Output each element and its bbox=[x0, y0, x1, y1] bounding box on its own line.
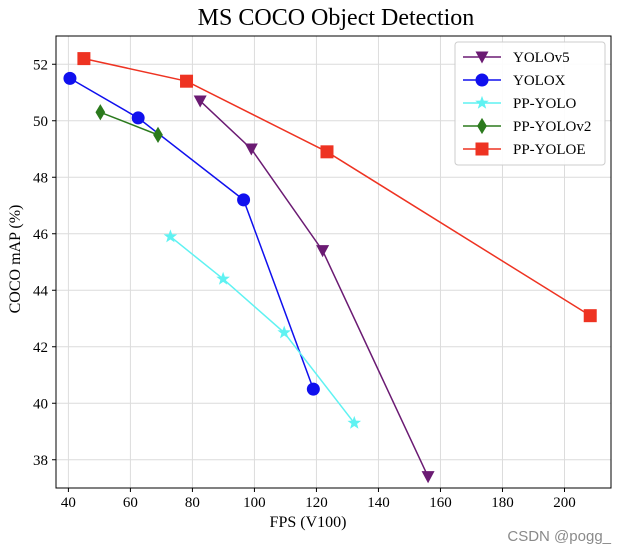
data-point-pp-yolov2 bbox=[153, 126, 163, 143]
data-point-yolov5 bbox=[316, 245, 330, 258]
data-point-pp-yolo bbox=[347, 415, 362, 429]
axis-ticks: 40 60 80 100 120 140 160 180 200 38 40 42 44 46 48 50 52 bbox=[33, 57, 576, 511]
data-point-yolov5 bbox=[244, 143, 258, 156]
series-line-yolov5 bbox=[199, 100, 429, 478]
series-lines bbox=[69, 57, 591, 478]
series-line-pp-yolo bbox=[169, 235, 355, 424]
x-tick-label: 40 bbox=[61, 495, 76, 511]
series-line-pp-yolov2 bbox=[100, 111, 159, 136]
legend-label: PP-YOLOE bbox=[513, 142, 586, 158]
x-axis-label: FPS (V100) bbox=[270, 514, 347, 531]
legend-marker bbox=[475, 51, 489, 64]
data-point-pp-yoloe bbox=[583, 309, 597, 323]
y-axis-label: COCO mAP (%) bbox=[7, 205, 24, 314]
y-tick-label: 50 bbox=[33, 114, 48, 130]
series-line-pp-yoloe bbox=[83, 57, 591, 317]
data-point-yolox bbox=[237, 193, 251, 207]
data-point-pp-yoloe bbox=[320, 145, 334, 159]
y-tick-label: 40 bbox=[33, 396, 48, 412]
y-tick-label: 52 bbox=[33, 57, 48, 73]
data-point-pp-yoloe bbox=[77, 52, 91, 66]
x-tick-label: 120 bbox=[305, 495, 328, 511]
series-markers bbox=[63, 52, 597, 484]
data-point-pp-yoloe bbox=[180, 74, 194, 88]
y-tick-label: 46 bbox=[33, 227, 49, 243]
data-point-yolov5 bbox=[193, 95, 207, 108]
x-tick-label: 80 bbox=[185, 495, 200, 511]
x-tick-label: 100 bbox=[243, 495, 266, 511]
legend-label: PP-YOLOv2 bbox=[513, 119, 591, 135]
x-tick-label: 60 bbox=[123, 495, 138, 511]
x-tick-label: 180 bbox=[491, 495, 514, 511]
grid bbox=[56, 36, 611, 488]
x-tick-label: 200 bbox=[553, 495, 576, 511]
legend-marker bbox=[475, 142, 489, 156]
y-tick-label: 38 bbox=[33, 453, 48, 469]
data-point-pp-yolo bbox=[163, 229, 178, 243]
plot-frame bbox=[55, 35, 612, 489]
data-point-pp-yolo bbox=[216, 271, 230, 285]
data-point-yolox bbox=[306, 382, 320, 396]
legend-box bbox=[454, 41, 606, 166]
data-point-yolov5 bbox=[421, 471, 435, 484]
legend-label: YOLOv5 bbox=[513, 50, 570, 66]
data-point-yolox bbox=[131, 111, 145, 125]
watermark: CSDN @pogg_ bbox=[507, 528, 611, 545]
legend-marker bbox=[475, 95, 489, 109]
x-tick-label: 160 bbox=[429, 495, 452, 511]
legend-label: PP-YOLO bbox=[513, 96, 577, 112]
x-tick-label: 140 bbox=[367, 495, 390, 511]
legend: YOLOv5 YOLOX PP-YOLO PP-YOLOv2 PP-YOLOE bbox=[454, 41, 606, 166]
chart-title: MS COCO Object Detection bbox=[198, 5, 475, 31]
legend-marker bbox=[477, 117, 487, 135]
data-point-yolox bbox=[63, 71, 77, 85]
y-tick-label: 42 bbox=[33, 340, 48, 356]
legend-marker bbox=[475, 73, 489, 87]
y-tick-label: 48 bbox=[33, 170, 48, 186]
data-point-pp-yolov2 bbox=[95, 104, 106, 121]
series-line-yolox bbox=[69, 77, 315, 390]
legend-label: YOLOX bbox=[513, 73, 566, 89]
data-point-pp-yolo bbox=[277, 325, 292, 339]
y-tick-label: 44 bbox=[33, 283, 49, 299]
